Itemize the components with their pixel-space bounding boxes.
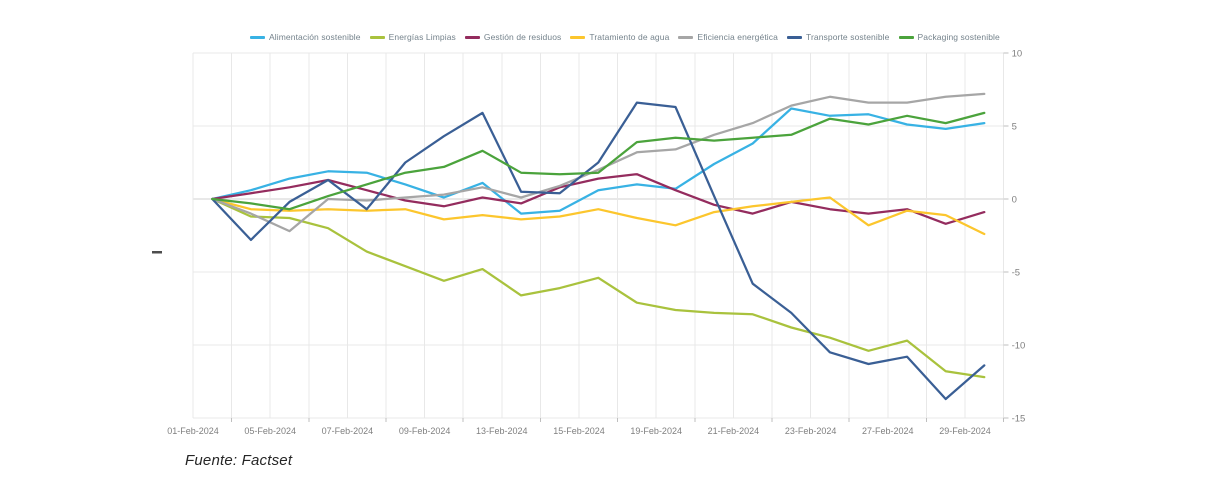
legend-item: Packaging sostenible (898, 31, 1000, 43)
legend-item: Eficiencia energética (678, 31, 778, 43)
x-tick-label: 13-Feb-2024 (476, 426, 528, 436)
legend-label: Alimentación sostenible (269, 32, 361, 42)
legend-swatch-icon (369, 35, 385, 39)
legend-item: Gestión de residuos (464, 31, 562, 43)
legend-label: Tratamiento de agua (589, 32, 670, 42)
series-line (211, 196, 986, 236)
series-line (211, 173, 986, 225)
legend-item: Tratamiento de agua (570, 31, 669, 43)
x-tick-label: 07-Feb-2024 (322, 426, 374, 436)
legend-label: Energías Limpias (388, 32, 456, 42)
y-tick-label: 10 (1012, 49, 1023, 60)
x-tick-label: 23-Feb-2024 (785, 426, 837, 436)
legend-item: Energías Limpias (369, 31, 456, 43)
y-tick-label: -5 (1012, 268, 1020, 279)
series-line (211, 111, 986, 211)
legend-label: Gestión de residuos (483, 32, 562, 42)
series-line (211, 107, 986, 215)
x-tick-label: 27-Feb-2024 (862, 426, 914, 436)
legend-label: Packaging sostenible (917, 32, 1000, 42)
legend-label: Eficiencia energética (697, 32, 778, 42)
source-caption: Fuente: Factset (185, 452, 292, 469)
series-line (211, 197, 986, 379)
source-caption-text: Fuente: Factset (185, 452, 293, 469)
x-tick-label: 21-Feb-2024 (708, 426, 760, 436)
series-line (211, 101, 986, 401)
y-tick-label: -15 (1012, 414, 1026, 425)
x-tick-label: 09-Feb-2024 (399, 426, 451, 436)
x-tick-label: 29-Feb-2024 (939, 426, 991, 436)
y-axis-title-dash (152, 251, 162, 254)
series-line (211, 92, 986, 233)
legend-swatch-icon (570, 35, 586, 39)
legend-item: Transporte sostenible (786, 31, 890, 43)
legend-swatch-icon (678, 35, 694, 39)
y-tick-label: 5 (1012, 122, 1017, 133)
y-tick-label: -10 (1012, 341, 1026, 352)
legend-swatch-icon (786, 35, 802, 39)
x-tick-label: 01-Feb-2024 (167, 426, 219, 436)
legend-swatch-icon (898, 35, 914, 39)
legend-item: Alimentación sostenible (250, 31, 361, 43)
y-tick-label: 0 (1012, 195, 1017, 206)
x-tick-label: 05-Feb-2024 (244, 426, 296, 436)
x-tick-label: 19-Feb-2024 (630, 426, 682, 436)
legend-swatch-icon (250, 35, 265, 39)
chart-legend: Alimentación sostenible Energías Limpias G… (250, 31, 1024, 44)
x-tick-label: 15-Feb-2024 (553, 426, 605, 436)
legend-swatch-icon (464, 35, 480, 39)
legend-label: Transporte sostenible (805, 32, 890, 42)
